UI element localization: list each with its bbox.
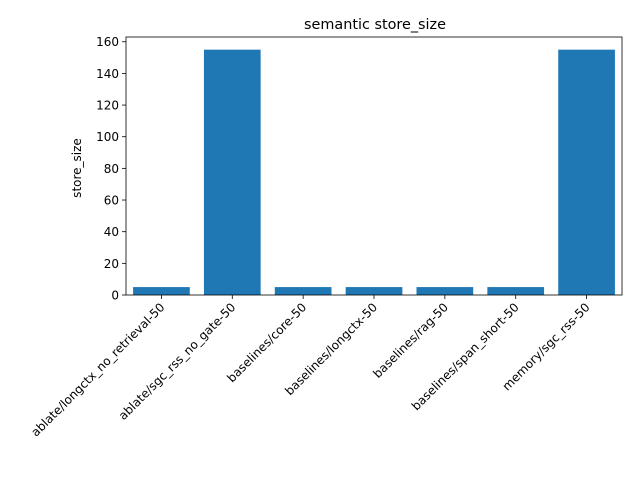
bar xyxy=(133,287,190,295)
y-tick-label: 80 xyxy=(104,162,119,176)
bar xyxy=(487,287,545,295)
y-axis-label: store_size xyxy=(70,138,84,198)
bars-layer xyxy=(133,49,615,295)
y-tick-label: 20 xyxy=(104,257,119,271)
y-tick-label: 120 xyxy=(96,99,119,113)
chart-title: semantic store_size xyxy=(304,17,446,33)
bar xyxy=(274,287,332,295)
y-tick-label: 160 xyxy=(96,35,119,49)
y-tick-label: 100 xyxy=(96,130,119,144)
y-axis-ticks: 0 20 40 60 80 100 120 140 160 xyxy=(96,35,126,303)
plot-border xyxy=(125,36,623,296)
bar xyxy=(345,287,403,295)
bar xyxy=(203,49,261,295)
bar xyxy=(416,287,474,295)
y-tick-label: 40 xyxy=(104,225,119,239)
plot-frame xyxy=(125,36,623,296)
y-tick-label: 0 xyxy=(111,289,119,303)
y-tick-label: 140 xyxy=(96,67,119,81)
y-tick-label: 60 xyxy=(104,194,119,208)
bar xyxy=(558,49,615,295)
